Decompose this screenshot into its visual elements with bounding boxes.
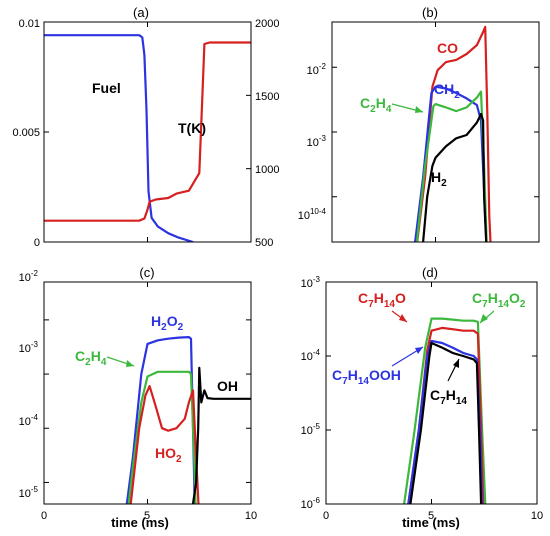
panel-c-xtick: 10 [245, 510, 257, 522]
svg-text:10-3: 10-3 [307, 134, 327, 149]
label-h2o2: H2O2 [151, 313, 184, 333]
panel-a-y2tick: 500 [255, 237, 273, 249]
panel-c-xtick: 0 [41, 510, 47, 522]
svg-text:C2H4: C2H4 [75, 348, 107, 368]
svg-text:1010-4: 1010-4 [298, 207, 327, 222]
panel-d-title: (d) [422, 265, 438, 280]
panel-d-xlabel: time (ms) [402, 515, 460, 530]
label-c7h14: C7H14 [430, 387, 467, 407]
label-ho2: HO2 [155, 445, 182, 465]
panel-c-ytick: 10-5 [19, 485, 39, 500]
series-line-c7h14o2 [403, 317, 487, 504]
svg-text:10-3: 10-3 [19, 340, 39, 355]
svg-text:C7H14O: C7H14O [358, 290, 406, 310]
panel-a-series [44, 34, 251, 242]
svg-text:10-4: 10-4 [301, 348, 321, 363]
panel-c-title: (c) [139, 265, 154, 280]
tick-marks [325, 281, 538, 505]
panel-b: (b) 1010-4 10-3 10-2 CO CH2 C2H4 H2 [298, 5, 540, 243]
panel-c-ytick: 10-4 [19, 413, 39, 428]
panel-d-ytick: 10-6 [301, 496, 321, 511]
svg-text:10-5: 10-5 [19, 485, 39, 500]
panel-c-ytick: 10-3 [19, 340, 39, 355]
tick-marks [331, 22, 540, 242]
panel-d: (d) 10-6 10-5 10-4 10-3 0 5 10 time (ms)… [301, 265, 544, 530]
label-temperature: T(K) [178, 120, 206, 136]
panel-d-xtick: 0 [323, 510, 329, 522]
panel-a: (a) 0 0.005 0.01 500 1000 1500 2000 Fuel… [12, 5, 279, 249]
panel-a-y2tick: 1000 [255, 164, 279, 176]
svg-text:10-3: 10-3 [301, 275, 321, 290]
panel-b-title: (b) [422, 5, 438, 20]
panel-a-y2tick: 2000 [255, 18, 279, 30]
panel-a-ytick: 0.01 [19, 18, 40, 30]
series-line-fuel [44, 34, 194, 242]
panel-c-xtick: 5 [144, 510, 150, 522]
svg-text:C7H14: C7H14 [430, 387, 467, 407]
label-ch2: CH2 [434, 81, 460, 101]
panel-a-y2tick: 1500 [255, 91, 279, 103]
series-line-ch2 [414, 85, 488, 242]
panel-b-frame [331, 21, 540, 243]
svg-text:H2: H2 [431, 169, 447, 189]
series-line-h2o2 [125, 336, 196, 504]
panel-b-series [414, 25, 492, 242]
svg-text:10-6: 10-6 [301, 496, 321, 511]
series-line-h2 [422, 112, 488, 242]
label-c7h14o: C7H14O [358, 290, 406, 310]
c7h14o-arrowhead [399, 314, 407, 322]
series-line-c2h4 [127, 370, 197, 504]
series-line-ho2 [129, 385, 200, 504]
svg-text:C7H14OOH: C7H14OOH [332, 367, 401, 387]
panel-c: (c) 10-5 10-4 10-3 10-2 0 5 10 time (ms)… [19, 265, 258, 530]
label-c7h14ooh: C7H14OOH [332, 367, 401, 387]
series-line-t-k- [44, 41, 251, 222]
svg-text:H2O2: H2O2 [151, 313, 184, 333]
c7h14o2-arrowhead [480, 314, 488, 323]
panel-c-series [125, 336, 251, 504]
label-h2: H2 [431, 169, 447, 189]
panel-c-xlabel: time (ms) [111, 515, 169, 530]
label-c2h4-c: C2H4 [75, 348, 107, 368]
tick-marks [43, 21, 252, 243]
label-oh: OH [217, 378, 238, 394]
panel-d-xtick: 10 [531, 510, 543, 522]
series-line-c7h14 [409, 341, 483, 504]
panel-d-ytick: 10-4 [301, 348, 321, 363]
panel-d-ytick: 10-3 [301, 275, 321, 290]
panel-b-ytick: 10-3 [307, 134, 327, 149]
label-c2h4: C2H4 [360, 95, 392, 115]
c7h14-arrowhead [453, 359, 459, 368]
svg-text:10-2: 10-2 [19, 269, 39, 284]
panel-a-title: (a) [133, 5, 149, 20]
panel-d-xtick: 5 [428, 510, 434, 522]
series-line-c7h14ooh [407, 339, 484, 504]
svg-text:10-4: 10-4 [19, 413, 39, 428]
panel-b-ytick: 10-2 [307, 62, 327, 77]
svg-text:10-5: 10-5 [301, 422, 321, 437]
label-co: CO [437, 40, 458, 56]
svg-text:HO2: HO2 [155, 445, 182, 465]
panel-d-series [403, 317, 487, 504]
series-line-oh [191, 366, 251, 504]
panel-a-ytick: 0.005 [12, 127, 40, 139]
svg-text:10-2: 10-2 [307, 62, 327, 77]
series-line-co [416, 25, 492, 242]
c2h4-arrowhead [415, 106, 423, 113]
panel-a-ytick: 0 [34, 237, 40, 249]
c2h4-c-arrowhead [126, 360, 134, 367]
tick-marks [43, 282, 252, 504]
svg-text:C2H4: C2H4 [360, 95, 392, 115]
panel-d-ytick: 10-5 [301, 422, 321, 437]
svg-text:C7H14O2: C7H14O2 [472, 290, 526, 310]
label-fuel: Fuel [92, 80, 121, 96]
svg-text:CH2: CH2 [434, 81, 460, 101]
panel-b-ytick: 1010-4 [298, 207, 327, 222]
label-c7h14o2: C7H14O2 [472, 290, 526, 310]
panel-c-ytick: 10-2 [19, 269, 39, 284]
c7h14ooh-arrowhead [415, 347, 423, 354]
